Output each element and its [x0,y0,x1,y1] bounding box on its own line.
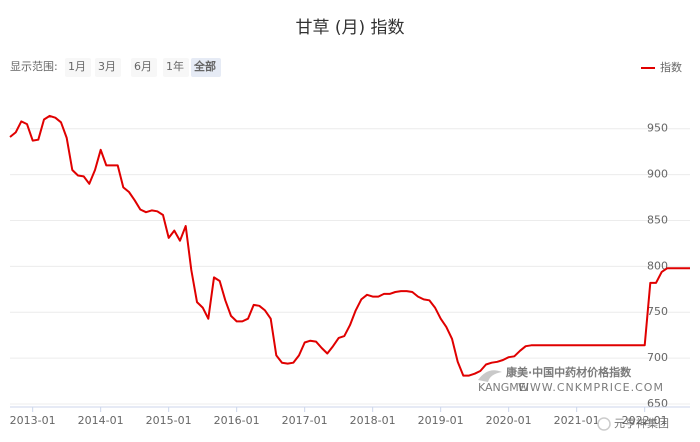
range-button: 1月 [68,60,86,73]
x-tick-label: 2016-01 [214,414,260,427]
watermark-text: KANGMEI [478,381,529,394]
y-tick-label: 750 [647,305,668,318]
y-tick-label: 800 [647,259,668,272]
x-tick-label: 2022-01 [622,414,668,427]
range-button[interactable]: 全部 [193,59,216,73]
x-tick-label: 2014-01 [78,414,124,427]
range-button-bg[interactable] [131,58,157,77]
x-tick-label: 2020-01 [486,414,532,427]
range-button-bg [65,58,91,77]
y-tick-label: 900 [647,168,668,181]
x-tick-label: 2015-01 [146,414,192,427]
watermark-text: WWW.CNKMPRICE.COM [518,381,664,394]
watermark-text: 康美·中国中药材价格指数 [506,365,632,379]
y-tick-label: 650 [647,397,668,410]
watermark-logo [478,370,502,382]
x-tick-label: 2013-01 [10,414,56,427]
range-button-bg [95,58,121,77]
x-tick-label: 2019-01 [418,414,464,427]
range-button-bg[interactable] [191,58,221,77]
y-tick-label: 850 [647,213,668,226]
x-tick-label: 2021-01 [554,414,600,427]
credit-icon [597,417,611,431]
legend-label[interactable]: 指数 [660,60,682,74]
x-tick-label: 2018-01 [350,414,396,427]
range-button: 3月 [98,60,116,73]
range-label: 显示范围: [10,59,58,73]
credit: 元亨神集团 [614,416,669,430]
chart-title: 甘草 (月) 指数 [295,18,404,38]
y-tick-label: 700 [647,351,668,364]
data-line [9,114,690,377]
range-button[interactable]: 1年 [166,59,184,73]
range-button-bg[interactable] [163,58,189,77]
range-button[interactable]: 6月 [134,60,152,73]
y-tick-label: 950 [647,122,668,135]
x-tick-label: 2017-01 [282,414,328,427]
